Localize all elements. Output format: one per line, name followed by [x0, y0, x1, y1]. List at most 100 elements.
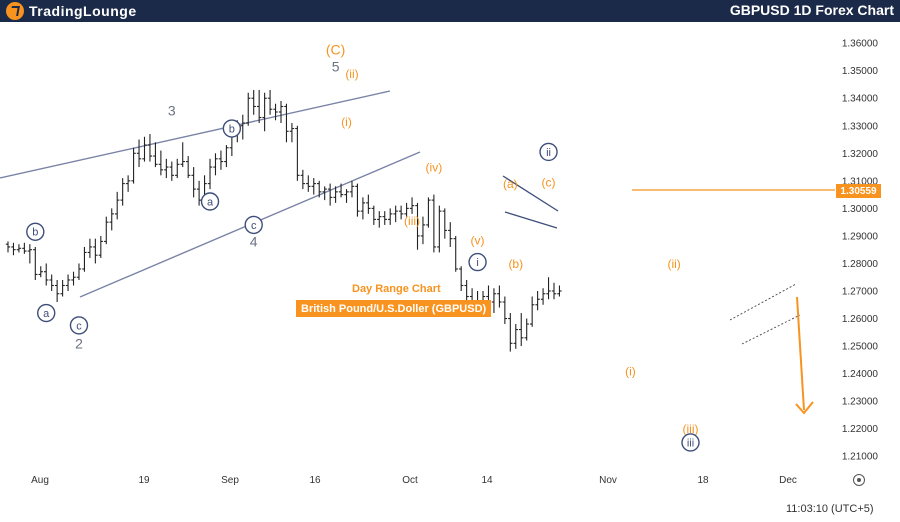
- ohlc-bar: [300, 169, 306, 190]
- wave-label-text: c: [251, 220, 257, 232]
- ohlc-bar: [327, 183, 333, 206]
- x-tick-label: Oct: [402, 475, 418, 486]
- ohlc-bar: [453, 235, 458, 272]
- gear-icon[interactable]: [853, 474, 865, 486]
- ohlc-bar: [262, 92, 267, 132]
- wave-label: 4: [250, 233, 258, 249]
- ohlc-bar: [196, 180, 202, 206]
- wave-label-text: c: [76, 320, 82, 332]
- ohlc-bar: [448, 222, 453, 247]
- wave-label: (v): [471, 233, 485, 247]
- ohlc-bar: [513, 324, 518, 349]
- ohlc-bars: [5, 89, 562, 352]
- y-tick-label: 1.32000: [842, 149, 879, 160]
- wave-label: a: [200, 192, 220, 211]
- ohlc-bar: [333, 186, 338, 203]
- upper-channel-line: [0, 90, 391, 179]
- wave-label: 2: [75, 335, 83, 351]
- ohlc-bar: [16, 244, 22, 253]
- current-price-badge: 1.30559: [836, 184, 881, 198]
- y-tick-label: 1.23000: [842, 397, 879, 408]
- chart-subtitle: Day Range Chart: [352, 283, 441, 295]
- wave-label: (iii): [683, 422, 699, 436]
- ohlc-bar: [104, 216, 109, 245]
- y-tick-label: 1.31000: [842, 176, 879, 187]
- ohlc-bar: [125, 175, 131, 192]
- chart-title: GBPUSD 1D Forex Chart: [729, 2, 894, 18]
- ohlc-bar: [426, 197, 431, 228]
- ohlc-bar: [529, 296, 535, 327]
- wave-label-text: i: [476, 257, 478, 269]
- ohlc-bar: [136, 139, 142, 168]
- wave-label-text: (ii): [345, 67, 358, 81]
- ohlc-bar: [98, 235, 104, 258]
- ohlc-bar: [371, 205, 377, 225]
- y-axis: 1.36000 1.35000 1.34000 1.33000 1.32000 1.310…: [842, 39, 879, 463]
- ohlc-bar: [382, 211, 387, 225]
- wave-label: (ii): [345, 67, 358, 81]
- wave-label-text: a: [207, 196, 214, 208]
- x-tick-label: 18: [697, 475, 709, 486]
- ohlc-bar: [502, 296, 508, 325]
- ohlc-bar: [420, 216, 426, 245]
- ohlc-bar: [366, 194, 371, 214]
- ohlc-bar: [398, 205, 404, 220]
- wave-label: (iv): [426, 160, 443, 174]
- wave-label-text: (c): [542, 176, 556, 190]
- ohlc-bar: [158, 150, 164, 176]
- wave-label-text: a: [43, 308, 50, 320]
- ohlc-bar: [38, 266, 43, 278]
- ohlc-bar: [175, 158, 180, 179]
- ohlc-bar: [557, 285, 562, 297]
- ohlc-bar: [131, 147, 136, 184]
- y-tick-label: 1.35000: [842, 66, 879, 77]
- y-tick-label: 1.26000: [842, 314, 879, 325]
- wave-label-text: (iv): [426, 160, 443, 174]
- wave-label: 5: [332, 59, 340, 75]
- triangle-lower-line: [504, 211, 558, 229]
- ohlc-bar: [115, 191, 120, 220]
- ohlc-bar: [295, 125, 300, 181]
- ohlc-bar: [338, 183, 344, 198]
- wave-label: (i): [341, 115, 352, 129]
- ohlc-bar: [93, 238, 98, 264]
- wave-label: (ii): [667, 257, 680, 271]
- ohlc-bar: [251, 89, 256, 115]
- brand-logo[interactable]: TradingLounge: [6, 2, 137, 20]
- ohlc-bar: [185, 156, 191, 179]
- wave-label-text: (b): [508, 257, 523, 271]
- ohlc-bar: [491, 288, 497, 314]
- y-tick-label: 1.27000: [842, 286, 879, 297]
- wave-label-text: (i): [625, 365, 636, 379]
- x-axis: Aug 19 Sep 16 Oct 14 Nov 18 Dec: [31, 475, 797, 486]
- y-tick-label: 1.33000: [842, 121, 879, 132]
- ohlc-bar: [207, 158, 213, 190]
- ohlc-bar: [409, 197, 415, 214]
- y-tick-label: 1.28000: [842, 259, 879, 270]
- ohlc-bar: [273, 103, 278, 121]
- ohlc-bar: [5, 241, 11, 253]
- ohlc-bar: [240, 114, 245, 140]
- y-tick-label: 1.21000: [842, 452, 879, 463]
- ohlc-bar: [535, 290, 540, 311]
- ohlc-bar: [65, 274, 71, 291]
- ohlc-bar: [388, 208, 393, 225]
- wave-label: iii: [681, 433, 700, 452]
- ohlc-bar: [415, 202, 420, 250]
- ohlc-bar: [60, 279, 65, 297]
- wave-channel-lines: [0, 90, 835, 415]
- ohlc-bar: [27, 244, 33, 264]
- ohlc-bar: [442, 208, 447, 239]
- wave-label: a: [37, 303, 56, 323]
- wave-label-text: 5: [332, 59, 340, 75]
- ohlc-bar: [508, 313, 513, 352]
- ohlc-bar: [224, 145, 229, 168]
- clock-readout: 11:03:10 (UTC+5): [786, 503, 874, 515]
- ohlc-bar: [344, 189, 349, 203]
- ohlc-bar: [464, 279, 469, 303]
- ohlc-bar: [11, 242, 16, 256]
- wave-label-text: iii: [687, 437, 694, 449]
- wave-label-text: (i): [341, 115, 352, 129]
- ohlc-bar: [153, 142, 158, 168]
